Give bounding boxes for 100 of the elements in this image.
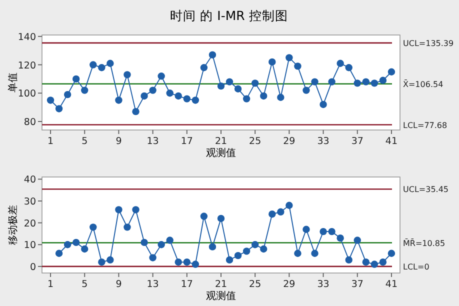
point	[158, 241, 165, 248]
y-tick-label: 10	[24, 240, 36, 252]
x-tick-label: 5	[82, 136, 88, 147]
point	[268, 58, 276, 66]
point	[320, 100, 327, 108]
x-tick-label: 21	[214, 136, 228, 147]
x-axis-title: 观测值	[206, 147, 236, 159]
point	[260, 92, 268, 100]
point	[320, 228, 327, 236]
y-tick-label: 100	[18, 88, 36, 100]
point	[234, 85, 242, 92]
point	[90, 61, 97, 68]
point	[192, 260, 200, 268]
y-tick-label: 120	[18, 60, 36, 72]
ref-line-label: UCL=135.39	[403, 38, 454, 48]
point	[379, 76, 387, 84]
x-tick-label: 29	[283, 136, 296, 147]
point	[217, 214, 225, 222]
point	[388, 250, 396, 257]
point	[302, 226, 310, 233]
point	[106, 256, 114, 264]
point	[132, 108, 140, 116]
y-tick-label: 30	[24, 196, 36, 208]
y-tick-label: 40	[24, 174, 36, 186]
point	[72, 238, 80, 246]
y-tick-label: 80	[24, 116, 36, 128]
point	[106, 60, 114, 67]
point	[64, 241, 72, 248]
point	[328, 228, 336, 236]
point	[302, 86, 310, 94]
point	[226, 78, 234, 86]
point	[370, 260, 378, 268]
point	[336, 60, 344, 67]
x-tick-label: 37	[351, 279, 364, 290]
point	[251, 241, 259, 248]
point	[149, 86, 156, 94]
point	[370, 80, 378, 87]
x-tick-label: 21	[214, 279, 228, 290]
x-tick-label: 17	[180, 279, 193, 290]
chart-title: 时间 的 I-MR 控制图	[170, 8, 288, 23]
point	[174, 92, 182, 100]
point	[208, 243, 216, 250]
point	[345, 64, 352, 72]
point	[294, 250, 302, 257]
point	[115, 96, 122, 104]
point	[354, 236, 361, 244]
point	[294, 62, 302, 70]
x-tick-label: 33	[317, 279, 330, 290]
point	[277, 94, 284, 101]
point	[140, 238, 148, 246]
point	[192, 96, 200, 104]
point	[311, 250, 318, 257]
point	[55, 250, 63, 257]
point	[260, 245, 268, 253]
point	[251, 80, 259, 87]
point	[268, 210, 276, 218]
point	[81, 86, 88, 94]
x-tick-label: 17	[180, 136, 193, 147]
x-tick-label: 13	[146, 279, 159, 290]
point	[217, 82, 225, 90]
point	[311, 78, 318, 86]
y-tick-label: 140	[18, 32, 36, 43]
ref-line-label: X̄=106.54	[403, 79, 444, 89]
point	[345, 256, 352, 264]
ref-line-label: LCL=77.68	[403, 120, 448, 130]
point	[208, 51, 216, 58]
point	[46, 96, 54, 104]
point	[354, 80, 361, 87]
point	[115, 206, 122, 214]
point	[124, 71, 131, 78]
ref-line-label: LCL=0	[403, 262, 430, 272]
point	[98, 258, 106, 266]
point	[328, 78, 336, 86]
x-tick-label: 25	[249, 136, 262, 147]
point	[286, 202, 293, 209]
point	[72, 75, 80, 83]
point	[388, 68, 396, 76]
point	[174, 258, 182, 266]
point	[183, 258, 191, 266]
x-tick-label: 9	[116, 136, 122, 147]
point	[166, 90, 174, 97]
x-tick-label: 33	[317, 136, 330, 147]
point	[132, 206, 140, 214]
point	[226, 256, 234, 264]
ref-line-label: UCL=35.45	[403, 185, 449, 194]
x-tick-label: 1	[48, 279, 54, 290]
point	[98, 64, 106, 72]
point	[158, 72, 165, 80]
point	[242, 248, 250, 255]
x-tick-label: 9	[116, 279, 122, 290]
x-tick-label: 25	[249, 279, 262, 290]
point	[277, 208, 284, 216]
y-axis-title: 单值	[7, 72, 19, 92]
point	[149, 254, 156, 262]
point	[200, 212, 208, 220]
point	[81, 245, 88, 253]
point	[90, 224, 97, 231]
point	[183, 95, 191, 102]
y-tick-label: 20	[24, 218, 36, 230]
point	[362, 258, 370, 266]
